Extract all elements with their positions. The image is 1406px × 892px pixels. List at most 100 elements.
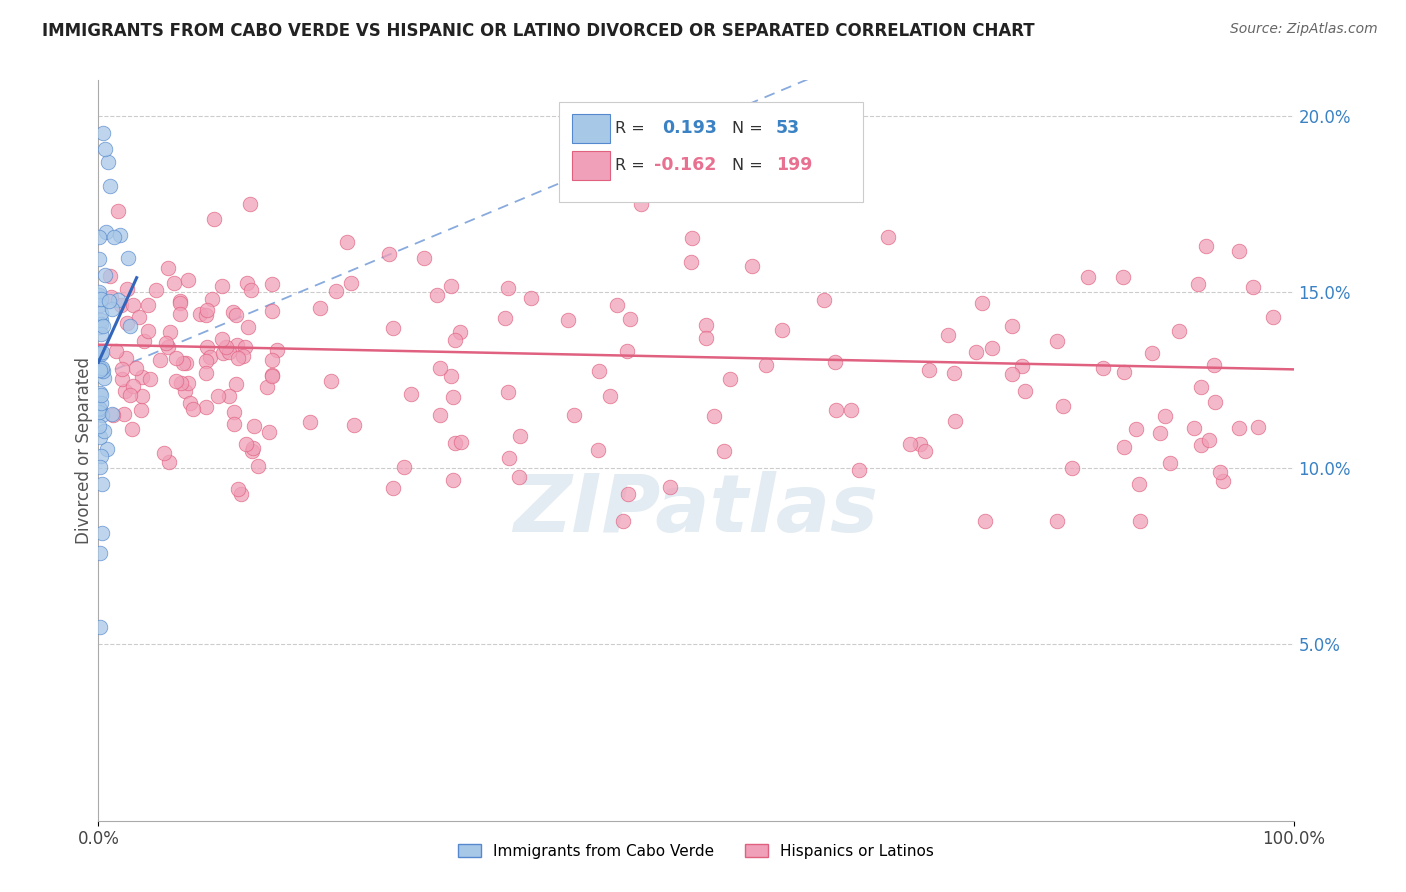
Point [176, 376, 198, 391]
Point [429, 408, 451, 422]
Point [401, 387, 423, 401]
Point [981, 341, 1004, 355]
Point [382, 321, 405, 335]
Point [943, 414, 966, 428]
Point [89, 363, 111, 377]
Point [965, 345, 987, 359]
Point [125, 360, 148, 375]
Point [91, 126, 114, 140]
Point [90, 449, 112, 463]
Point [128, 310, 150, 325]
Point [336, 235, 359, 250]
Point [298, 415, 321, 429]
Point [145, 283, 167, 297]
Point [90, 345, 112, 359]
Point [260, 368, 283, 383]
Point [90, 476, 112, 491]
Point [1195, 239, 1218, 253]
Point [103, 230, 125, 244]
Point [111, 361, 134, 376]
Point [169, 296, 191, 310]
Point [1227, 244, 1250, 258]
Point [90, 313, 112, 327]
Point [586, 443, 609, 458]
Point [156, 260, 179, 275]
Point [309, 301, 332, 315]
Point [498, 280, 520, 294]
Point [1125, 422, 1147, 436]
Point [266, 343, 288, 357]
Point [630, 196, 652, 211]
Point [149, 353, 172, 368]
Point [839, 402, 862, 417]
Point [824, 354, 846, 368]
Point [557, 313, 579, 327]
Point [90, 306, 112, 320]
Point [242, 441, 264, 455]
Point [89, 346, 111, 360]
Point [222, 417, 245, 432]
Point [942, 366, 965, 380]
Point [218, 344, 240, 359]
Point [94, 143, 117, 157]
Point [695, 318, 717, 332]
Point [718, 372, 741, 386]
Point [429, 361, 451, 376]
Point [1001, 319, 1024, 334]
Point [195, 308, 218, 322]
Point [159, 326, 181, 340]
Point [169, 307, 191, 321]
Point [918, 363, 941, 377]
Point [382, 481, 405, 495]
Point [1149, 425, 1171, 440]
Point [115, 316, 138, 330]
Point [100, 290, 122, 304]
Point [425, 287, 447, 301]
Point [177, 273, 200, 287]
Point [226, 351, 249, 365]
Point [122, 298, 145, 312]
Point [108, 227, 131, 242]
Legend: Immigrants from Cabo Verde, Hispanics or Latinos: Immigrants from Cabo Verde, Hispanics or… [451, 838, 941, 865]
Point [156, 340, 179, 354]
Point [703, 409, 725, 423]
Point [1198, 433, 1220, 447]
Point [211, 332, 233, 346]
Text: IMMIGRANTS FROM CABO VERDE VS HISPANIC OR LATINO DIVORCED OR SEPARATED CORRELATI: IMMIGRANTS FROM CABO VERDE VS HISPANIC O… [42, 22, 1035, 40]
Point [1046, 514, 1069, 528]
Point [131, 369, 153, 384]
Point [155, 336, 177, 351]
Point [498, 451, 520, 466]
Point [90, 362, 112, 376]
Point [222, 304, 245, 318]
Point [713, 444, 735, 458]
Point [377, 247, 399, 261]
Point [741, 259, 763, 273]
Point [122, 379, 145, 393]
Point [441, 473, 464, 487]
Point [1060, 461, 1083, 475]
Point [681, 231, 703, 245]
Point [131, 389, 153, 403]
Point [89, 405, 111, 419]
Point [174, 356, 197, 370]
Point [239, 284, 262, 298]
Point [509, 429, 531, 443]
Point [225, 377, 247, 392]
Point [321, 374, 343, 388]
Point [606, 298, 628, 312]
Point [256, 379, 278, 393]
Point [1189, 380, 1212, 394]
Point [118, 318, 141, 333]
Point [90, 396, 112, 410]
Point [222, 404, 245, 418]
Point [90, 387, 112, 401]
Point [1261, 310, 1284, 325]
Point [1159, 457, 1181, 471]
Point [107, 204, 129, 219]
Point [157, 455, 180, 469]
Point [970, 296, 993, 310]
FancyBboxPatch shape [558, 103, 863, 202]
Point [93, 318, 115, 333]
Point [91, 408, 114, 422]
